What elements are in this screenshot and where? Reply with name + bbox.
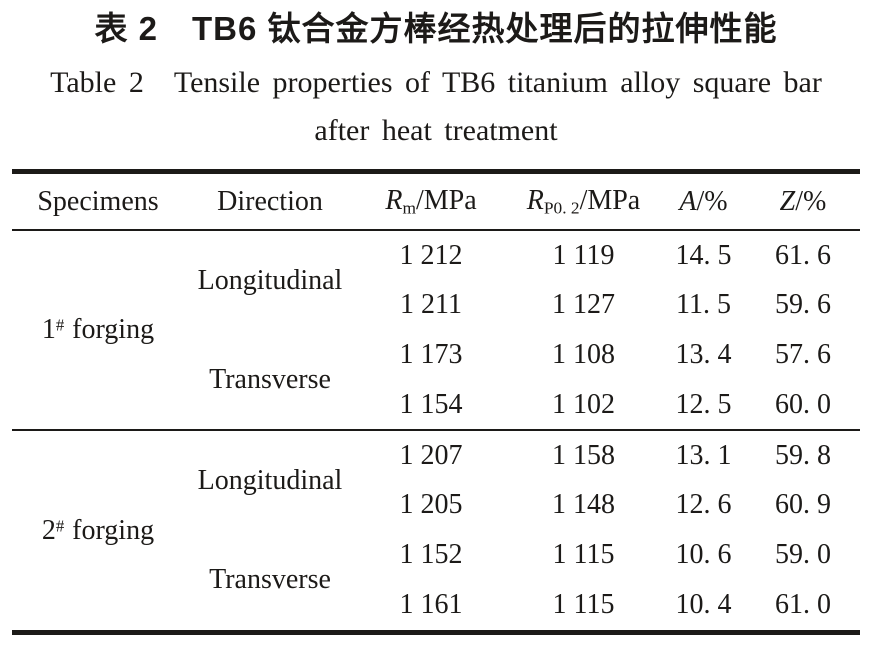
- column-header-reduction: Z/%: [746, 174, 860, 231]
- a-value: 12. 6: [675, 489, 732, 520]
- column-header-elongation: A/%: [661, 174, 746, 231]
- rm-unit: /MPa: [415, 184, 477, 216]
- rp02-value: 1 102: [506, 380, 661, 431]
- rm-value: 1 152: [399, 539, 463, 570]
- table-row: 1# forging Longitudinal 1 212 1 119 14. 5…: [12, 230, 860, 431]
- direction-cell: Longitudinal: [197, 264, 343, 296]
- z-value: 60. 0: [746, 380, 860, 431]
- rm-symbol: R: [385, 184, 403, 216]
- table-title-english-line2: after heat treatment: [314, 114, 558, 147]
- rm-value: 1 161: [399, 589, 463, 620]
- tensile-properties-table-wrap: Specimens Direction Rm/MPa RP0. 2/MPa A/…: [12, 169, 860, 635]
- rp02-value: 1 127: [552, 289, 615, 320]
- a-value: 13. 4: [675, 339, 732, 370]
- column-header-rm: Rm/MPa: [356, 174, 506, 231]
- z-symbol: Z: [779, 185, 796, 217]
- rp02-value: 1 115: [552, 539, 615, 570]
- a-value: 10. 6: [675, 539, 732, 570]
- header-row: Specimens Direction Rm/MPa RP0. 2/MPa A/…: [12, 174, 860, 231]
- z-value: 57. 6: [775, 339, 831, 370]
- rp02-value: 1 119: [552, 239, 615, 271]
- direction-cell: Transverse: [209, 564, 331, 595]
- a-value: 13. 1: [675, 439, 732, 471]
- a-unit: /%: [696, 185, 728, 217]
- a-value: 12. 5: [661, 380, 746, 431]
- rm-value: 1 212: [399, 239, 463, 271]
- tensile-properties-table: Specimens Direction Rm/MPa RP0. 2/MPa A/…: [12, 174, 860, 630]
- rp02-subscript: P0. 2: [543, 198, 580, 218]
- rp02-value: 1 108: [552, 339, 615, 370]
- z-value: 59. 8: [775, 439, 831, 471]
- rm-value: 1 211: [400, 289, 462, 320]
- table-row: 1 161 1 115 10. 4 61. 0: [12, 580, 860, 630]
- table-row: 2# forging Longitudinal 1 207 1 158 13. 1…: [12, 430, 860, 546]
- a-value: 14. 5: [675, 239, 732, 271]
- specimen-cell-1: 1# forging: [12, 230, 184, 431]
- column-header-specimens: Specimens: [12, 174, 184, 231]
- rp02-value: 1 115: [552, 589, 615, 620]
- z-value: 61. 0: [775, 589, 831, 620]
- table-row: 1 154 1 102 12. 5 60. 0: [12, 380, 860, 431]
- rm-value: 1 154: [356, 380, 506, 431]
- table-row: Transverse 1 152 1 115 10. 6 59. 0: [12, 530, 860, 595]
- specimen-name: forging: [72, 314, 155, 345]
- table-row: 1 211 1 127 11. 5 59. 6: [12, 280, 860, 330]
- z-value: 60. 9: [775, 489, 831, 520]
- rp02-unit: /MPa: [579, 184, 641, 216]
- column-header-rp02: RP0. 2/MPa: [506, 174, 661, 231]
- rp02-symbol: R: [526, 184, 544, 216]
- z-unit: /%: [795, 185, 827, 217]
- z-value: 59. 6: [775, 289, 831, 320]
- specimen-name: forging: [72, 514, 155, 546]
- specimen-number: 1: [41, 314, 56, 345]
- table-title-chinese: 表 2 TB6 钛合金方棒经热处理后的拉伸性能: [94, 10, 778, 47]
- direction-cell: Longitudinal: [197, 464, 343, 496]
- specimen-number: 2: [41, 514, 56, 546]
- table-title-english-line1: Table 2 Tensile properties of TB6 titani…: [50, 66, 822, 99]
- rp02-value: 1 148: [552, 489, 615, 520]
- a-value: 11. 5: [676, 289, 731, 320]
- direction-cell: Transverse: [184, 330, 356, 431]
- rm-value: 1 205: [399, 489, 463, 520]
- rm-subscript: m: [402, 198, 416, 218]
- rm-value: 1 173: [399, 339, 463, 370]
- column-header-direction: Direction: [184, 174, 356, 231]
- rm-value: 1 207: [399, 439, 463, 471]
- a-symbol: A: [679, 185, 697, 217]
- hash-superscript: #: [55, 515, 65, 535]
- z-value: 61. 6: [775, 239, 831, 271]
- rp02-value: 1 158: [552, 439, 615, 471]
- hash-superscript: #: [55, 315, 65, 335]
- specimen-cell-2: 2# forging: [12, 430, 184, 630]
- table-row: Transverse 1 173 1 108 13. 4 57. 6: [12, 330, 860, 431]
- z-value: 59. 0: [775, 539, 831, 570]
- table-row: 1 205 1 148 12. 6 60. 9: [12, 480, 860, 530]
- a-value: 10. 4: [675, 589, 732, 620]
